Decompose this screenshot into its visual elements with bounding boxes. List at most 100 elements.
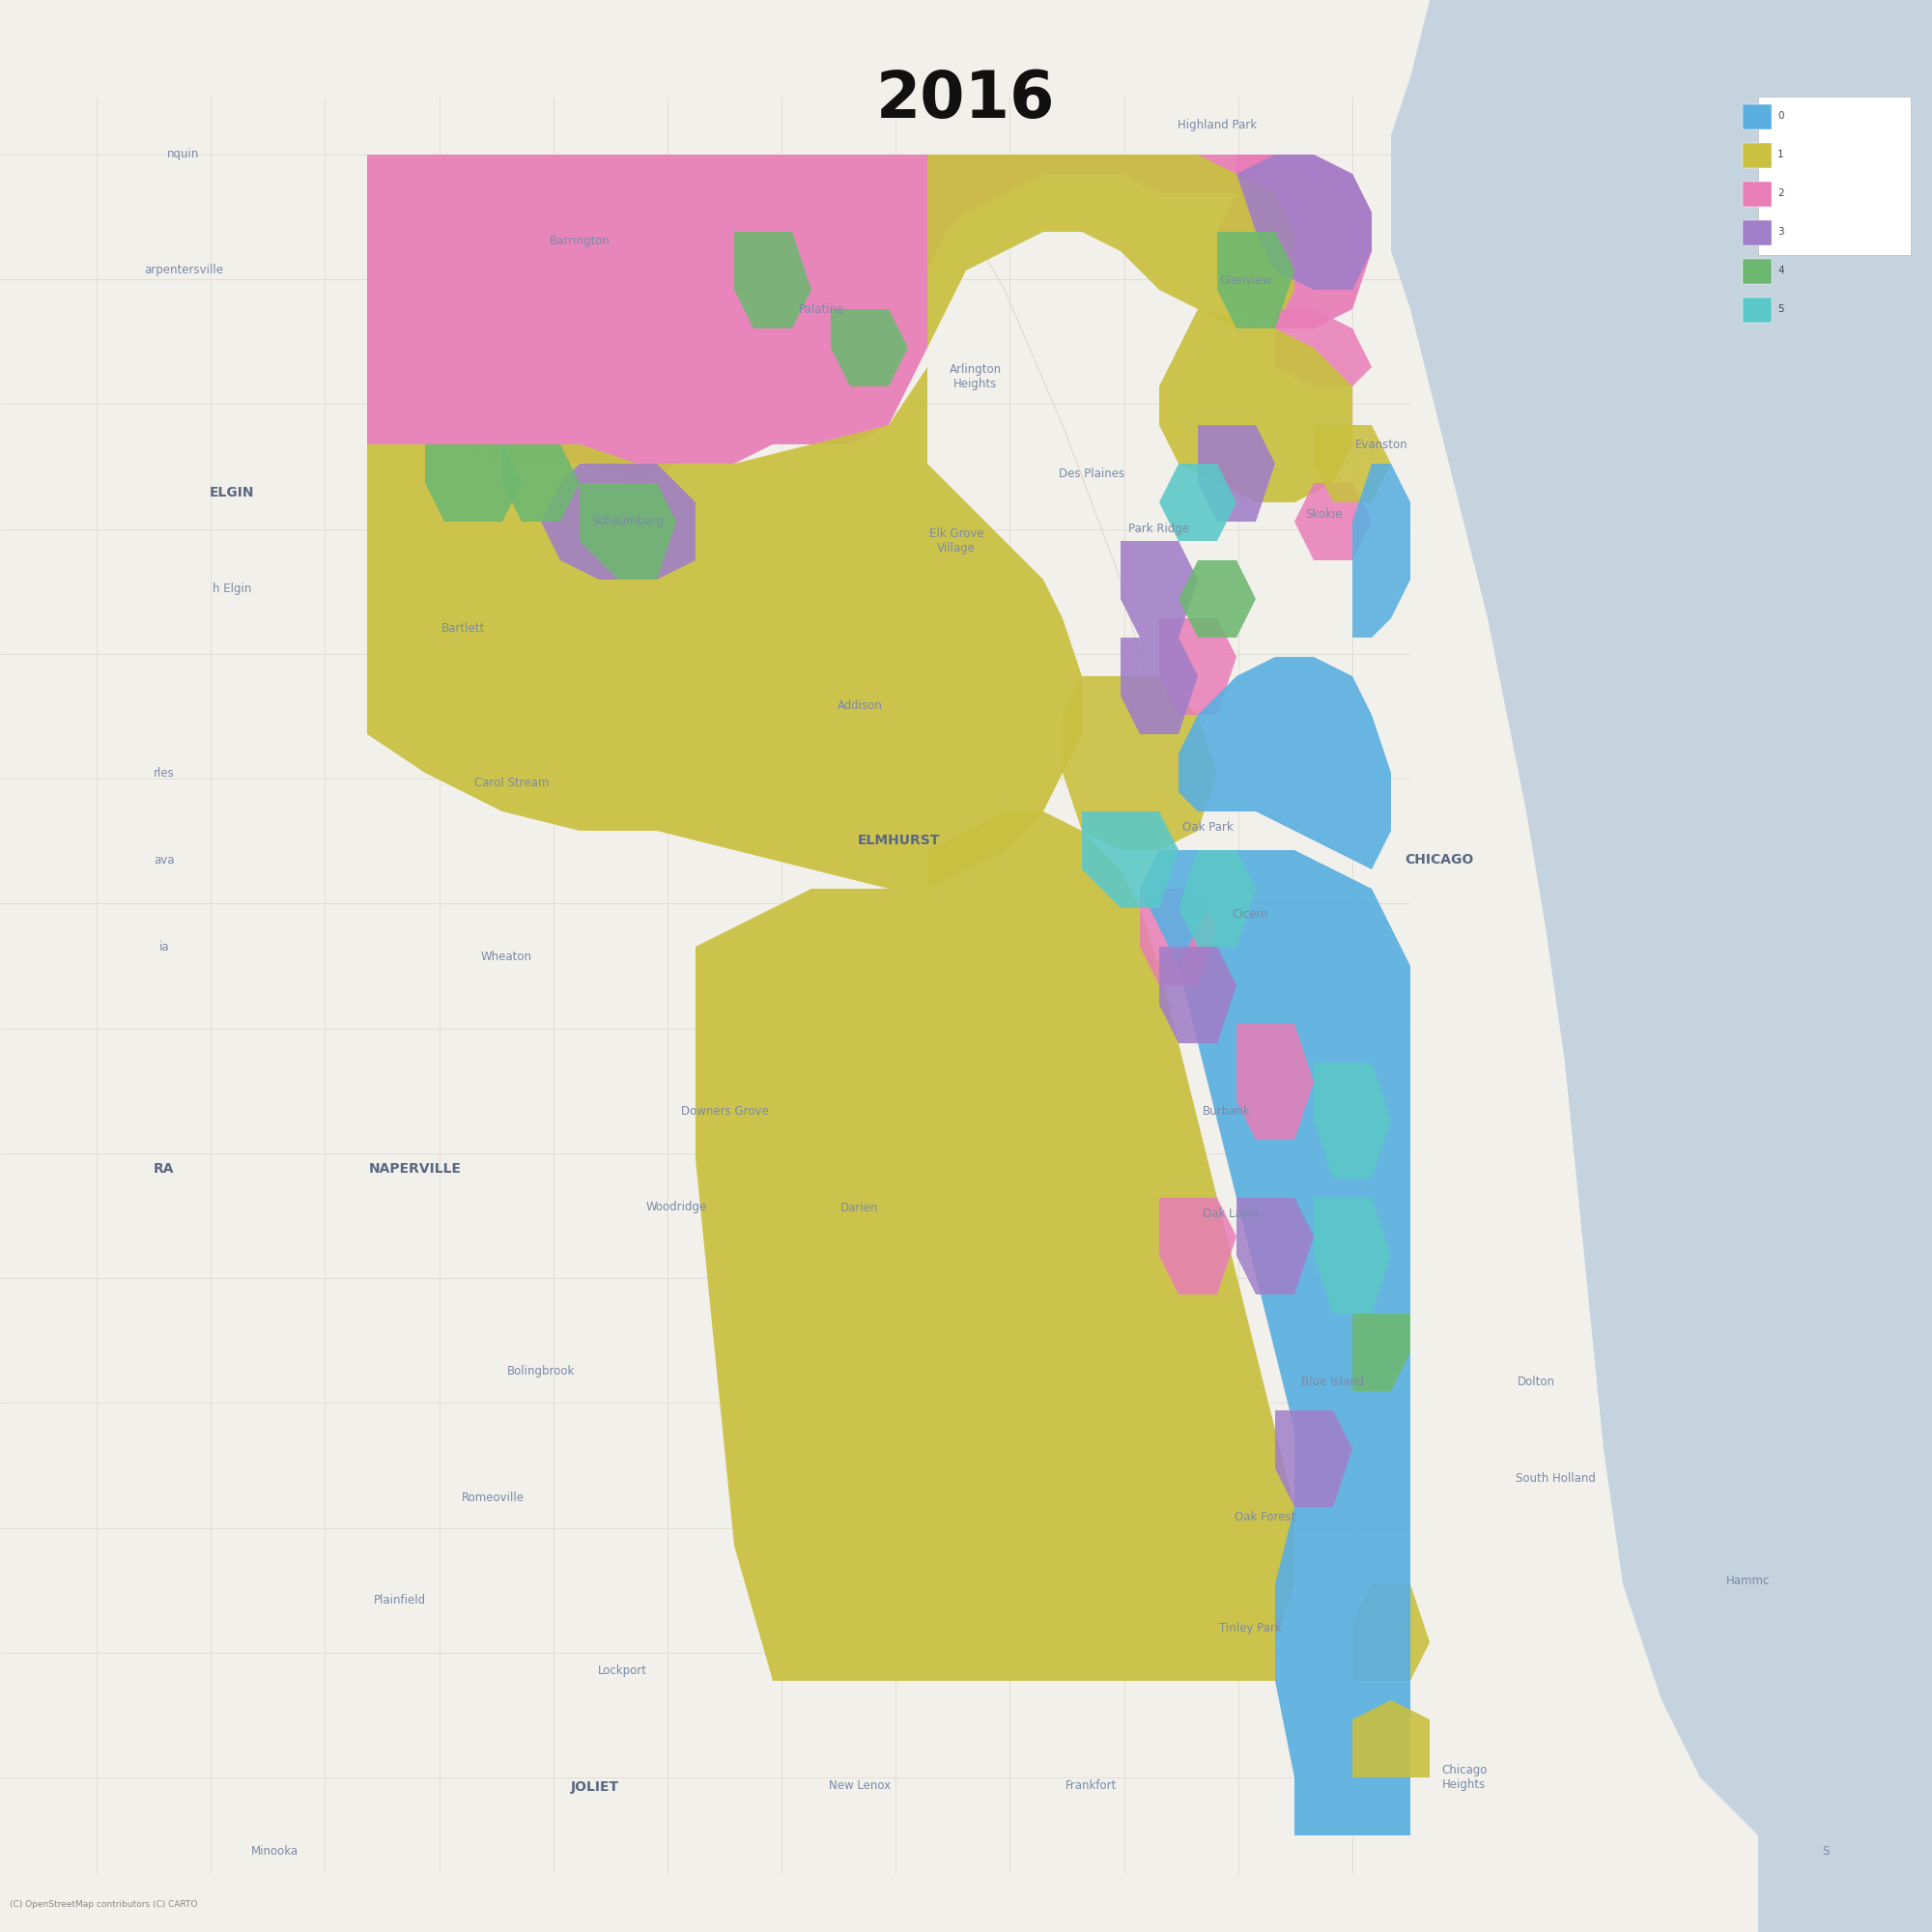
Text: 3: 3 — [1777, 228, 1783, 238]
Text: Oak Lawn: Oak Lawn — [1202, 1208, 1260, 1219]
Polygon shape — [367, 367, 1082, 889]
Polygon shape — [1159, 618, 1236, 715]
Text: 0: 0 — [1777, 110, 1783, 120]
Polygon shape — [734, 232, 811, 328]
Bar — [1743, 220, 1772, 245]
Polygon shape — [1217, 155, 1372, 328]
Text: Blue Island: Blue Island — [1302, 1376, 1364, 1387]
Polygon shape — [831, 309, 908, 386]
Bar — [1743, 298, 1772, 323]
Text: nquin: nquin — [168, 149, 199, 160]
Polygon shape — [502, 444, 580, 522]
Text: South Holland: South Holland — [1515, 1472, 1596, 1484]
Text: Schaumburg: Schaumburg — [591, 516, 665, 527]
Text: New Lenox: New Lenox — [829, 1779, 891, 1791]
Bar — [1743, 259, 1772, 284]
Text: Palatine: Palatine — [798, 303, 844, 315]
FancyBboxPatch shape — [1758, 97, 1911, 255]
Text: Plainfield: Plainfield — [373, 1594, 427, 1605]
Polygon shape — [1352, 464, 1410, 638]
Text: Addison: Addison — [837, 699, 883, 711]
Bar — [1743, 104, 1772, 129]
Polygon shape — [1236, 155, 1372, 290]
Text: ia: ia — [158, 941, 170, 952]
Polygon shape — [1082, 811, 1179, 908]
Text: Skokie: Skokie — [1304, 508, 1343, 520]
Text: CHICAGO: CHICAGO — [1405, 854, 1474, 866]
Text: Elk Grove
Village: Elk Grove Village — [929, 527, 983, 554]
Polygon shape — [1140, 889, 1217, 985]
Polygon shape — [1179, 850, 1410, 1835]
Text: Oak Forest: Oak Forest — [1235, 1511, 1296, 1522]
Polygon shape — [1121, 638, 1198, 734]
Text: 5: 5 — [1777, 303, 1783, 313]
Text: Oak Park: Oak Park — [1182, 821, 1233, 833]
Bar — [1743, 182, 1772, 207]
Polygon shape — [1159, 947, 1236, 1043]
Text: Bolingbrook: Bolingbrook — [506, 1366, 576, 1378]
Text: Carol Stream: Carol Stream — [475, 777, 549, 788]
Text: Burbank: Burbank — [1204, 1105, 1250, 1117]
Text: Cicero: Cicero — [1233, 908, 1267, 920]
Text: Hammc: Hammc — [1727, 1575, 1770, 1586]
Polygon shape — [1236, 1198, 1314, 1294]
Text: Romeoville: Romeoville — [462, 1492, 524, 1503]
Text: Darien: Darien — [840, 1202, 879, 1213]
Polygon shape — [1275, 1410, 1352, 1507]
Text: Glenview: Glenview — [1219, 274, 1273, 286]
Text: (C) OpenStreetMap contributors (C) CARTO: (C) OpenStreetMap contributors (C) CARTO — [10, 1901, 197, 1909]
Polygon shape — [367, 155, 1275, 483]
Text: NAPERVILLE: NAPERVILLE — [369, 1161, 462, 1175]
Polygon shape — [1179, 560, 1256, 638]
Polygon shape — [927, 155, 1294, 348]
Text: Barrington: Barrington — [549, 236, 611, 247]
Polygon shape — [1236, 1024, 1314, 1140]
Polygon shape — [1140, 850, 1236, 966]
Text: ELMHURST: ELMHURST — [858, 835, 939, 846]
Polygon shape — [1179, 850, 1256, 947]
Polygon shape — [1159, 464, 1236, 541]
Polygon shape — [1121, 541, 1198, 638]
Text: arpentersville: arpentersville — [143, 265, 224, 276]
Text: RA: RA — [155, 1161, 174, 1175]
Polygon shape — [1352, 1314, 1410, 1391]
Text: Arlington
Heights: Arlington Heights — [949, 363, 1003, 390]
Text: Des Plaines: Des Plaines — [1059, 468, 1124, 479]
Polygon shape — [1179, 657, 1391, 869]
Text: Tinley Park: Tinley Park — [1219, 1623, 1281, 1634]
Polygon shape — [541, 464, 696, 580]
Polygon shape — [1314, 1198, 1391, 1314]
Polygon shape — [425, 444, 522, 522]
Polygon shape — [1159, 309, 1352, 502]
Polygon shape — [1352, 1700, 1430, 1777]
Text: Bartlett: Bartlett — [442, 622, 485, 634]
Text: Downers Grove: Downers Grove — [680, 1105, 769, 1117]
Text: JOLIET: JOLIET — [570, 1781, 620, 1793]
Polygon shape — [1275, 309, 1372, 386]
Polygon shape — [1159, 1198, 1236, 1294]
Text: Frankfort: Frankfort — [1066, 1779, 1117, 1791]
Text: Highland Park: Highland Park — [1177, 120, 1258, 131]
Text: Wheaton: Wheaton — [481, 951, 531, 962]
Text: Minooka: Minooka — [251, 1845, 298, 1857]
Polygon shape — [1391, 0, 1932, 1932]
Polygon shape — [580, 483, 676, 580]
Text: h Elgin: h Elgin — [213, 583, 251, 595]
Polygon shape — [1198, 425, 1275, 522]
Text: 4: 4 — [1777, 265, 1783, 274]
Polygon shape — [1314, 425, 1391, 502]
Text: 1: 1 — [1777, 151, 1783, 160]
Polygon shape — [1294, 483, 1372, 560]
Bar — [1743, 143, 1772, 168]
Text: 2: 2 — [1777, 189, 1783, 199]
Text: ELGIN: ELGIN — [209, 485, 255, 498]
Text: Evanston: Evanston — [1354, 439, 1408, 450]
Polygon shape — [1063, 676, 1217, 850]
Text: Dolton: Dolton — [1517, 1376, 1555, 1387]
Text: Chicago
Heights: Chicago Heights — [1441, 1764, 1488, 1791]
Polygon shape — [696, 811, 1294, 1681]
Text: rles: rles — [155, 767, 174, 779]
Text: ava: ava — [155, 854, 174, 866]
Polygon shape — [1217, 232, 1294, 328]
Text: Park Ridge: Park Ridge — [1128, 524, 1190, 535]
